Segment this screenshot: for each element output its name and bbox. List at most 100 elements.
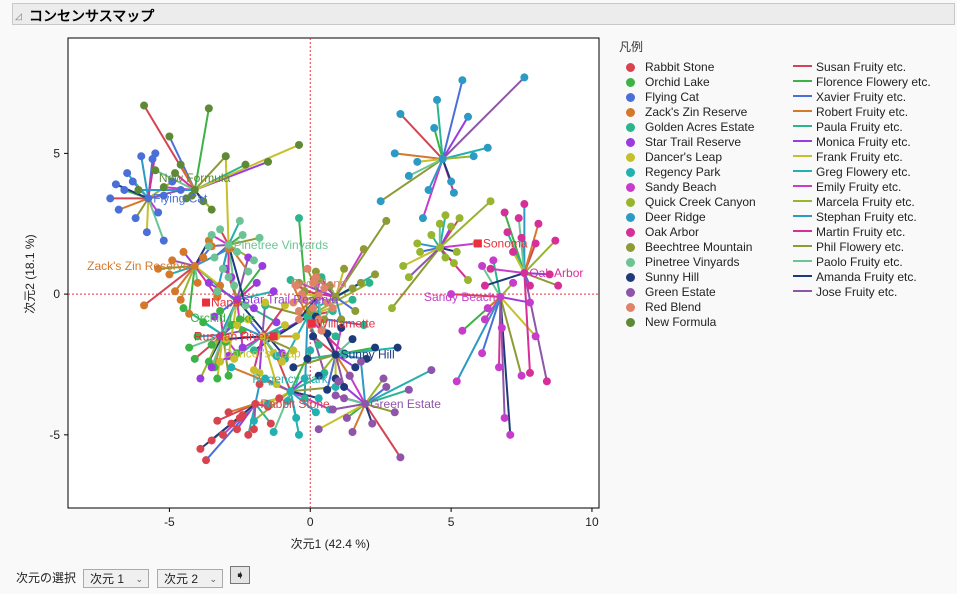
judge-point bbox=[176, 185, 185, 194]
judge-point bbox=[390, 149, 399, 158]
legend-item-wine[interactable]: Dancer's Leap bbox=[612, 150, 756, 165]
legend-item-wine[interactable]: Rabbit Stone bbox=[612, 60, 756, 75]
judge-point bbox=[447, 290, 456, 299]
judge-ray bbox=[179, 164, 196, 191]
judge-ray bbox=[364, 388, 410, 405]
judge-point bbox=[311, 267, 320, 276]
legend-item-judge[interactable]: Marcela Fruity etc. bbox=[793, 195, 931, 210]
judge-point bbox=[213, 416, 222, 425]
legend-item-wine[interactable]: Beechtree Mountain bbox=[612, 240, 756, 255]
judge-point bbox=[272, 352, 281, 361]
judge-point bbox=[233, 247, 242, 256]
judge-ray bbox=[332, 402, 366, 411]
legend-item-judge[interactable]: Robert Fruity etc. bbox=[793, 105, 931, 120]
judge-point bbox=[221, 335, 230, 344]
judge-ray bbox=[334, 220, 388, 298]
supplementary-point bbox=[473, 239, 482, 248]
legend-item-wine[interactable]: Oak Arbor bbox=[612, 225, 756, 240]
wine-label: Pinetree Vinyards bbox=[234, 238, 328, 252]
legend-label: Robert Fruity etc. bbox=[816, 105, 909, 119]
judge-point bbox=[331, 391, 340, 400]
wine-label: Flying Cat bbox=[153, 191, 208, 205]
legend-item-judge[interactable]: Florence Flowery etc. bbox=[793, 75, 931, 90]
legend-item-judge[interactable]: Phil Flowery etc. bbox=[793, 240, 931, 255]
judge-point bbox=[221, 152, 230, 161]
legend-item-wine[interactable]: Orchid Lake bbox=[612, 75, 756, 90]
go-button[interactable]: ➧ bbox=[230, 566, 250, 584]
judge-point bbox=[297, 290, 306, 299]
wine-consensus-point bbox=[331, 350, 340, 359]
wine-consensus-point bbox=[496, 292, 505, 301]
legend-item-judge[interactable]: Xavier Fruity etc. bbox=[793, 90, 931, 105]
wine-consensus-point bbox=[144, 194, 153, 203]
legend-item-judge[interactable]: Martin Fruity etc. bbox=[793, 225, 931, 240]
judge-point bbox=[356, 357, 365, 366]
judge-point bbox=[151, 166, 160, 175]
legend-label: Emily Fruity etc. bbox=[816, 180, 902, 194]
legend-item-judge[interactable]: Monica Fruity etc. bbox=[793, 135, 931, 150]
line-swatch-icon bbox=[793, 185, 812, 187]
judge-point bbox=[154, 208, 163, 217]
legend-item-wine[interactable]: Sunny Hill bbox=[612, 270, 756, 285]
legend-item-wine[interactable]: Deer Ridge bbox=[612, 210, 756, 225]
legend-item-wine[interactable]: Sandy Beach bbox=[612, 180, 756, 195]
judge-point bbox=[213, 287, 222, 296]
judge-ray bbox=[408, 158, 444, 177]
judge-point bbox=[224, 408, 233, 417]
wine-consensus-point bbox=[438, 155, 447, 164]
legend-label: Green Estate bbox=[645, 285, 716, 299]
judge-point bbox=[134, 185, 143, 194]
judge-point bbox=[179, 304, 188, 313]
judge-point bbox=[396, 453, 405, 462]
disclosure-triangle-icon[interactable]: ◿ bbox=[15, 11, 22, 21]
legend-item-judge[interactable]: Emily Fruity etc. bbox=[793, 180, 931, 195]
judge-point bbox=[241, 160, 250, 169]
judge-ray bbox=[312, 335, 337, 356]
judge-point bbox=[314, 394, 323, 403]
legend-item-wine[interactable]: Flying Cat bbox=[612, 90, 756, 105]
legend-item-wine[interactable]: Star Trail Reserve bbox=[612, 135, 756, 150]
marker-dot-icon bbox=[626, 183, 635, 192]
judge-ray bbox=[492, 260, 502, 298]
legend-item-judge[interactable]: Paula Fruity etc. bbox=[793, 120, 931, 135]
legend-item-wine[interactable]: Pinetree Vinyards bbox=[612, 255, 756, 270]
dim-x-select[interactable]: 次元 1 ⌄ bbox=[83, 569, 149, 588]
judge-point bbox=[494, 363, 503, 372]
legend-item-wine[interactable]: Regency Park bbox=[612, 165, 756, 180]
judge-ray bbox=[236, 257, 250, 300]
legend-item-wine[interactable]: Green Estate bbox=[612, 285, 756, 300]
judge-point bbox=[469, 152, 478, 161]
judge-point bbox=[300, 394, 309, 403]
legend-item-wine[interactable]: Red Blend bbox=[612, 300, 756, 315]
judge-point bbox=[289, 363, 298, 372]
legend-item-judge[interactable]: Greg Flowery etc. bbox=[793, 165, 931, 180]
judge-point bbox=[509, 247, 518, 256]
judge-ray bbox=[490, 267, 525, 274]
legend-item-wine[interactable]: Quick Creek Canyon bbox=[612, 195, 756, 210]
legend-item-judge[interactable]: Susan Fruity etc. bbox=[793, 60, 931, 75]
legend-item-wine[interactable]: New Formula bbox=[612, 315, 756, 330]
legend-item-judge[interactable]: Paolo Fruity etc. bbox=[793, 255, 931, 270]
legend-item-judge[interactable]: Frank Fruity etc. bbox=[793, 150, 931, 165]
judge-ray bbox=[439, 200, 492, 249]
legend-item-judge[interactable]: Stephan Fruity etc. bbox=[793, 210, 931, 225]
judge-point bbox=[111, 180, 120, 189]
judge-point bbox=[165, 132, 174, 141]
judge-point bbox=[185, 343, 194, 352]
judge-ray bbox=[441, 76, 526, 160]
dim-y-select[interactable]: 次元 2 ⌄ bbox=[157, 569, 223, 588]
judge-point bbox=[176, 295, 185, 304]
judge-point bbox=[447, 222, 456, 231]
judge-point bbox=[337, 323, 346, 332]
judge-ray bbox=[523, 223, 540, 274]
legend-item-judge[interactable]: Amanda Fruity etc. bbox=[793, 270, 931, 285]
judge-point bbox=[500, 208, 509, 217]
judge-point bbox=[413, 239, 422, 248]
marker-dot-icon bbox=[626, 63, 635, 72]
judge-point bbox=[365, 278, 374, 287]
legend-item-wine[interactable]: Golden Acres Estate bbox=[612, 120, 756, 135]
judge-point bbox=[413, 157, 422, 166]
legend-item-wine[interactable]: Zack's Zin Reserve bbox=[612, 105, 756, 120]
legend-item-judge[interactable]: Jose Fruity etc. bbox=[793, 285, 931, 300]
judge-point bbox=[227, 363, 236, 372]
